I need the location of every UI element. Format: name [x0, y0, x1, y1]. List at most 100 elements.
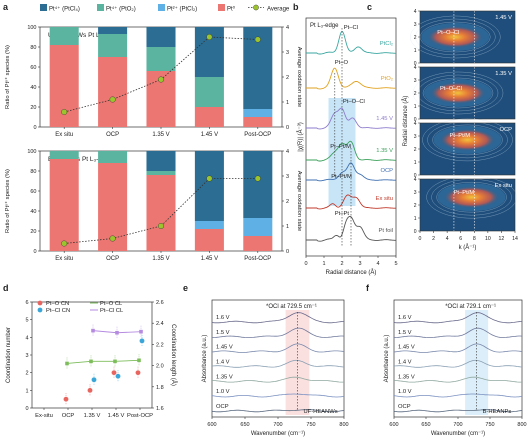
y-tick-label: 2: [414, 147, 417, 153]
series-label: 1.45 V: [398, 345, 415, 351]
series-label: 1.5 V: [216, 330, 230, 336]
chart-b: Pt L₃-edge PtCl₂ PtO₂ 1.45 V 1.35 V OCP Ex sit…: [297, 17, 398, 276]
x-tick-label: 1.45 V: [108, 413, 125, 419]
y-axis-label: Ratio of Ptˣ⁺ species (%): [4, 45, 11, 109]
x-tick-label: Post-OCP: [244, 132, 271, 138]
x-tick-label: Ex situ: [55, 256, 73, 262]
y-tick-label: 1: [25, 388, 28, 394]
y-tick-label: 4: [414, 9, 417, 15]
y-tick-label: 20: [30, 105, 36, 111]
heatmap-blob: [439, 128, 496, 151]
bar-segment: [146, 27, 176, 47]
heatmap-panel: 1.45 V Pt–O–Cl 0 1 2 3 4: [410, 9, 516, 67]
y-tick-label: 0: [414, 173, 417, 179]
x-tick-label: 5: [394, 261, 397, 267]
y2-tick-label: 2.0: [156, 364, 164, 370]
average-marker: [254, 175, 261, 182]
y-tick-label: 60: [30, 189, 36, 195]
legend-marker: [37, 307, 43, 313]
y-tick-label: 80: [30, 45, 36, 51]
series-label: 1.6 V: [216, 315, 230, 321]
series-label: PtO₂: [381, 76, 393, 82]
y-tick-label: 0: [25, 406, 28, 412]
x-tick-label: 6: [459, 236, 462, 242]
condition-label: OCP: [499, 127, 512, 133]
y2-axis-label: Average oxidation state: [296, 47, 302, 107]
series-label: Ex situ: [376, 196, 393, 202]
legend-swatch: [40, 4, 47, 11]
y-axis-label: Absorbance (a.u.): [202, 335, 208, 383]
x-tick-label: 1.35 V: [152, 256, 169, 262]
series-label: OCP: [398, 404, 411, 410]
bar-segment: [243, 109, 273, 117]
x-tick-label: 750: [306, 422, 315, 428]
y-tick-label: 2: [414, 35, 417, 41]
legend-swatch: [97, 4, 104, 11]
data-point: [63, 396, 69, 402]
x-axis-label: Wavenumber (cm⁻¹): [431, 431, 485, 437]
chart-a-bottom: B-HEANPs Pt L₃-edge Ex situ OCP 1.35 V 1.45 …: [4, 149, 302, 262]
x-tick-label: 0: [419, 236, 422, 242]
exafs-curve: [306, 30, 397, 55]
data-point: [87, 387, 93, 394]
y2-tick-label: 4: [286, 149, 289, 155]
x-tick-label: 700: [273, 422, 282, 428]
x-tick-label: 8: [473, 236, 476, 242]
y2-tick-label: 2.4: [156, 321, 164, 327]
y-tick-label: 3: [414, 78, 417, 84]
legend-marker: [37, 300, 43, 306]
legend-label: Pt–O CL: [100, 301, 123, 307]
y-axis-label: Ratio of Ptˣ⁺ species (%): [4, 169, 11, 233]
y-tick-label: 0: [33, 125, 36, 131]
chart-title: Pt L₃-edge: [310, 23, 339, 29]
y2-axis-label: Average oxidation state: [296, 171, 302, 231]
spectrum: [393, 409, 523, 413]
legend-label: Pt–Cl CN: [46, 308, 70, 314]
panel-letter-b: b: [293, 2, 299, 12]
heatmap-blob: [430, 82, 486, 104]
x-tick-label: 10: [485, 236, 491, 242]
x-axis-label: k (Å⁻¹): [459, 244, 477, 251]
series-label: 1.5 V: [398, 330, 412, 336]
x-tick-label: 4: [446, 236, 449, 242]
y-tick-label: 4: [25, 335, 28, 341]
legend-label: Pt⁰: [227, 6, 236, 13]
series-line: [92, 330, 142, 334]
average-marker: [206, 34, 213, 41]
x-tick-label: OCP: [106, 132, 119, 138]
spectrum: [211, 376, 344, 383]
y2-tick-label: 1.6: [156, 406, 164, 412]
legend-label: Pt²⁺ (PtCl₂): [167, 6, 197, 13]
average-marker: [157, 222, 164, 229]
average-marker: [109, 235, 116, 242]
series-label: 1.4 V: [216, 360, 230, 366]
chart-a-top: UF-HEANWs Pt L₃-edge Ex situ OCP 1.35 V 1.45…: [4, 25, 302, 138]
highlight-band: [465, 310, 489, 415]
bar-segment: [146, 47, 176, 71]
feature-label: Pt–Pt/M: [450, 133, 471, 139]
chart-title: UF-HEANWs Pt L₃-edge: [48, 32, 119, 39]
feature-label: Pt–Pt/M: [454, 190, 475, 196]
series-line: [66, 359, 140, 364]
legend-swatch: [158, 4, 165, 11]
x-tick-label: 800: [339, 422, 348, 428]
bar-segment: [243, 236, 273, 251]
heatmap-panel: OCP Pt–Pt/M 0 1 2 3 4: [414, 118, 516, 179]
x-tick-label: 2: [432, 236, 435, 242]
condition-label: 1.35 V: [495, 71, 512, 77]
x-tick-label: 600: [389, 422, 398, 428]
bar-segment: [98, 151, 128, 163]
y-tick-label: 20: [30, 229, 36, 235]
heatmap-contour: [410, 15, 501, 59]
series-label: 1.0 V: [216, 389, 230, 395]
x-tick-label: 650: [421, 422, 430, 428]
legend-label: Pt⁴⁺ (PtO₂): [106, 6, 136, 13]
y-tick-label: 3: [25, 353, 28, 359]
y2-tick-label: 2: [286, 199, 289, 205]
plot-frame: [211, 299, 345, 418]
peak-annotation: Pt–Pt/M: [330, 144, 351, 150]
y2-tick-label: 1.8: [156, 385, 164, 391]
spectrum: [211, 359, 345, 368]
x-axis-label: Wavenumber (cm⁻¹): [251, 431, 305, 437]
